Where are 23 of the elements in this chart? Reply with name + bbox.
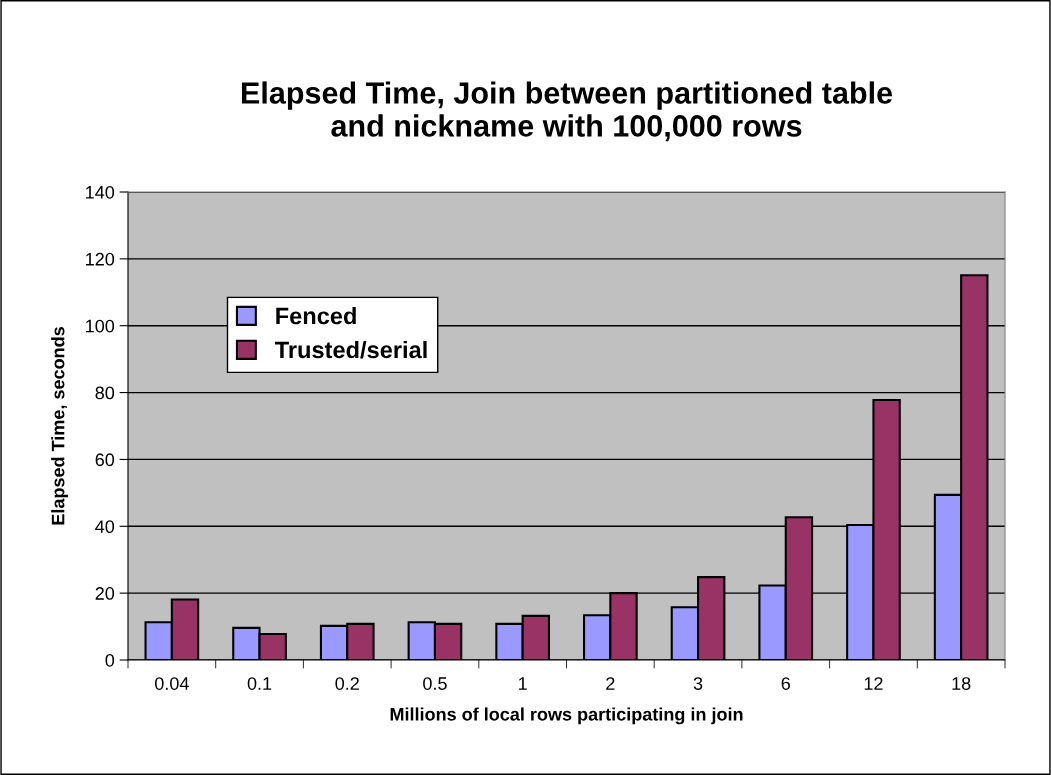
x-axis-title: Millions of local rows participating in join: [390, 707, 743, 725]
y-tick-label: 0: [105, 653, 115, 667]
y-tick-label: 120: [86, 252, 115, 266]
chart-title: Elapsed Time, Join between partitioned table and nickname with 100,000 rows: [242, 81, 893, 142]
x-tick-label: 12: [864, 677, 883, 690]
x-tick-label: 2: [606, 677, 615, 690]
y-tick-label: 80: [95, 386, 115, 400]
legend-label: Fenced: [276, 306, 356, 325]
x-tick-label: 6: [781, 677, 790, 690]
x-tick-label: 1: [519, 677, 527, 690]
x-tick-label: 3: [693, 677, 703, 690]
y-tick-label: 100: [86, 319, 115, 333]
x-tick-label: 0.04: [154, 677, 189, 690]
y-tick-label: 60: [95, 453, 115, 467]
y-axis-title: Elapsed Time, seconds: [51, 327, 69, 525]
x-tick-label: 0.2: [335, 677, 359, 690]
y-tick-label: 140: [86, 185, 115, 199]
y-tick-label: 40: [95, 520, 115, 534]
x-tick-label: 0.1: [247, 677, 272, 690]
y-tick-label: 20: [95, 587, 115, 600]
x-tick-label: 18: [952, 677, 971, 690]
x-tick-label: 0.5: [423, 677, 447, 690]
legend-label: Trusted/serial: [274, 340, 427, 359]
